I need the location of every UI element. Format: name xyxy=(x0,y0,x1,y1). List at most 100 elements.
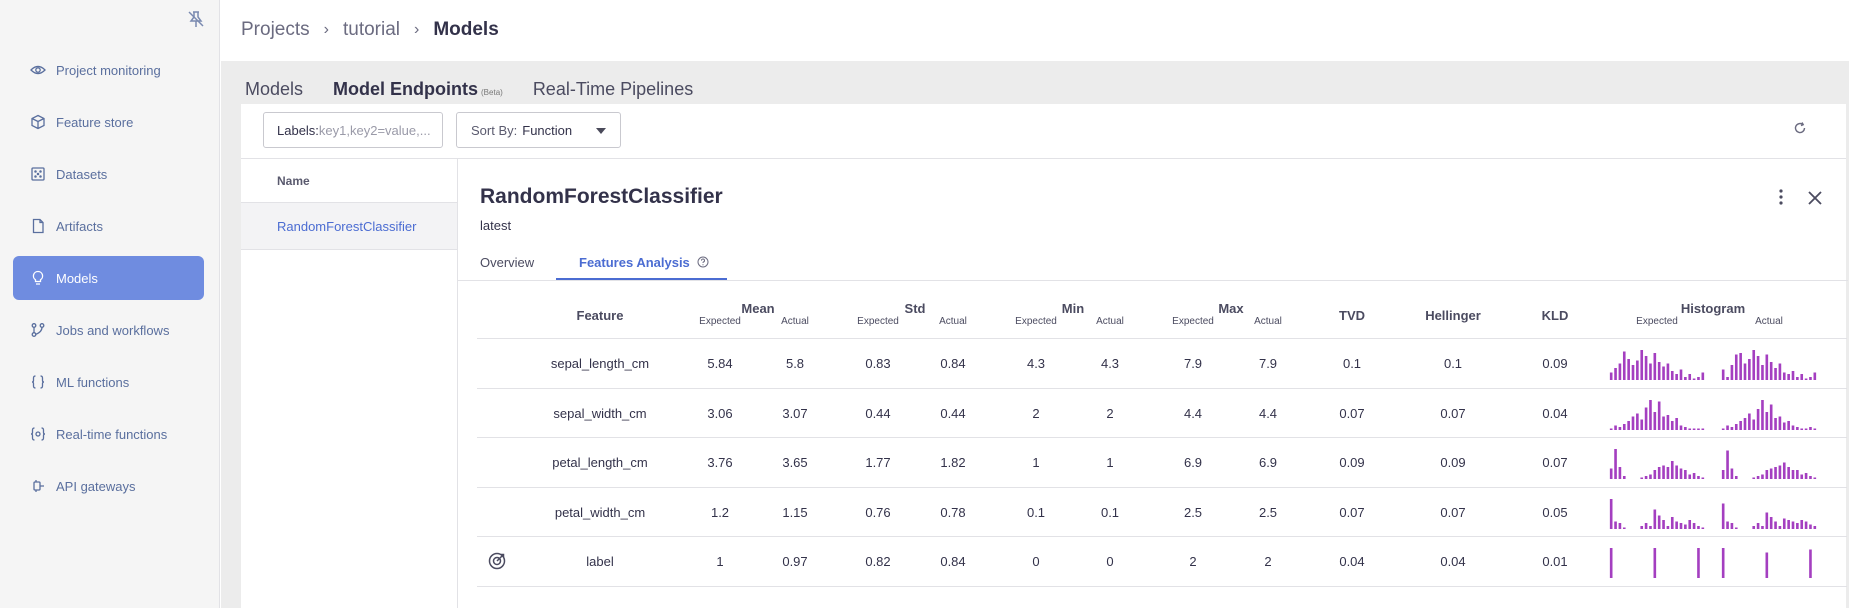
cell-max-a: 2 xyxy=(1264,554,1272,569)
cell-kld: 0.05 xyxy=(1542,504,1568,520)
histogram-bar xyxy=(1657,362,1661,380)
labels-filter-input[interactable]: Labels: key1,key2=value,... xyxy=(263,112,443,148)
sidebar-item-datasets[interactable]: Datasets xyxy=(13,152,204,196)
histogram-bar xyxy=(1809,377,1812,380)
sidebar-item-label: Project monitoring xyxy=(56,62,161,78)
cell-tvd: 0.04 xyxy=(1339,554,1365,569)
breadcrumb-projects[interactable]: Projects xyxy=(241,19,310,40)
cell-tvd: 0.1 xyxy=(1342,356,1362,371)
details-subtitle: latest xyxy=(480,218,512,233)
cell-min-a: 0.1 xyxy=(1100,504,1120,520)
breadcrumb-project[interactable]: tutorial xyxy=(342,19,400,40)
histogram-bar xyxy=(1765,552,1769,578)
cell-min-a: 2 xyxy=(1106,405,1114,421)
help-icon xyxy=(697,256,709,268)
file-icon xyxy=(30,218,46,234)
tab-models[interactable]: Models xyxy=(245,79,303,104)
tab-model-endpoints[interactable]: Model Endpoints (Beta) xyxy=(329,79,507,107)
cell-std-e: 0.76 xyxy=(865,504,891,520)
histogram-bar xyxy=(1670,420,1674,430)
sidebar-item-api-gateways[interactable]: API gateways xyxy=(13,464,204,508)
histogram-bar xyxy=(1769,404,1773,430)
tab-real-time-pipelines[interactable]: Real-Time Pipelines xyxy=(533,79,693,104)
sidebar-item-ml-functions[interactable]: ML functions xyxy=(13,360,204,404)
histogram-bar xyxy=(1769,362,1773,380)
histogram-bar xyxy=(1761,399,1764,430)
sidebar-item-jobs-and-workflows[interactable]: Jobs and workflows xyxy=(13,308,204,352)
histogram-bar xyxy=(1622,423,1626,430)
histogram-bar xyxy=(1730,426,1734,430)
chevron-right-icon: › xyxy=(414,21,420,38)
refresh-icon[interactable] xyxy=(1793,121,1807,135)
histogram-bar xyxy=(1796,470,1799,479)
table-header: Feature Mean Expected Actual Std Expecte… xyxy=(477,297,1847,339)
sidebar-item-real-time-functions[interactable]: Real-time functions xyxy=(13,412,204,456)
histogram-bar xyxy=(1796,522,1799,529)
histogram-bar xyxy=(1653,470,1657,479)
sort-by-select[interactable]: Sort By: Function xyxy=(456,112,621,148)
histogram-bar xyxy=(1688,374,1692,380)
gear-braces-icon xyxy=(30,426,46,442)
cell-max-a: 4.4 xyxy=(1258,405,1278,421)
histogram-bar xyxy=(1721,503,1725,529)
cell-feature: label xyxy=(586,554,614,569)
histogram-bar xyxy=(1653,548,1657,578)
histogram-bar xyxy=(1774,368,1777,380)
histogram-bar xyxy=(1640,419,1644,430)
more-vertical-icon[interactable] xyxy=(1774,187,1788,207)
histogram-bar xyxy=(1622,351,1626,380)
tab-overview[interactable]: Overview xyxy=(480,255,535,270)
histogram-bar xyxy=(1697,476,1700,479)
histogram-bar xyxy=(1800,519,1804,529)
histogram-bar xyxy=(1734,527,1738,529)
labels-filter-placeholder: key1,key2=value,... xyxy=(318,122,431,138)
sidebar-item-artifacts[interactable]: Artifacts xyxy=(13,204,204,248)
cell-kld: 0.07 xyxy=(1542,455,1568,470)
braces-icon xyxy=(30,374,46,390)
histogram-bar xyxy=(1644,356,1648,380)
tab-features-analysis[interactable]: Features Analysis xyxy=(579,255,709,270)
histogram-bar xyxy=(1644,407,1648,430)
histogram-bar xyxy=(1675,465,1678,479)
sort-by-value: Function xyxy=(522,122,573,138)
cell-min-e: 2 xyxy=(1032,405,1040,421)
histogram-bar xyxy=(1752,350,1756,380)
table-row: sepal_length_cm 5.84 5.8 0.83 0.84 4.3 4.3 7.9 7… xyxy=(477,339,1847,389)
histogram-bar xyxy=(1813,477,1817,479)
sidebar-item-models[interactable]: Models xyxy=(13,256,204,300)
cell-std-e: 0.82 xyxy=(865,554,891,569)
histogram-bar xyxy=(1692,473,1696,479)
histogram-bar xyxy=(1644,522,1648,529)
histogram-bar xyxy=(1614,449,1617,479)
histogram-bar xyxy=(1756,408,1760,430)
table-body: sepal_length_cm 5.84 5.8 0.83 0.84 4.3 4.3 7.9 7… xyxy=(477,339,1847,587)
list-item[interactable]: RandomForestClassifier xyxy=(241,203,457,250)
histogram-bar xyxy=(1765,354,1769,380)
sidebar-item-feature-store[interactable]: Feature store xyxy=(13,100,204,144)
histogram-bar xyxy=(1765,512,1769,529)
histogram-bar xyxy=(1609,372,1613,380)
header-max-expected: Expected xyxy=(1172,316,1214,327)
sidebar-item-label: Datasets xyxy=(56,166,108,182)
main-panel xyxy=(241,104,1846,608)
sidebar-item-project-monitoring[interactable]: Project monitoring xyxy=(13,48,204,92)
unpin-icon[interactable] xyxy=(186,9,206,29)
histogram-bar xyxy=(1726,450,1729,479)
histogram-bar xyxy=(1721,428,1725,430)
close-icon[interactable] xyxy=(1805,188,1825,208)
header-feature: Feature xyxy=(576,308,624,323)
header-kld: KLD xyxy=(1541,308,1569,323)
histogram-bar xyxy=(1787,374,1790,380)
list-header-name: Name xyxy=(241,159,457,203)
histogram-bar xyxy=(1809,426,1812,430)
histogram-bar xyxy=(1657,515,1661,529)
cell-std-e: 0.83 xyxy=(865,356,891,371)
histogram-bar xyxy=(1730,522,1734,529)
histogram-bar xyxy=(1662,519,1665,529)
histogram-bar xyxy=(1782,422,1786,430)
histogram-bar xyxy=(1756,476,1760,479)
histogram-bar xyxy=(1622,476,1626,479)
histogram-bar xyxy=(1649,474,1652,479)
histogram-bar xyxy=(1618,522,1622,529)
histogram-bar xyxy=(1679,522,1683,529)
